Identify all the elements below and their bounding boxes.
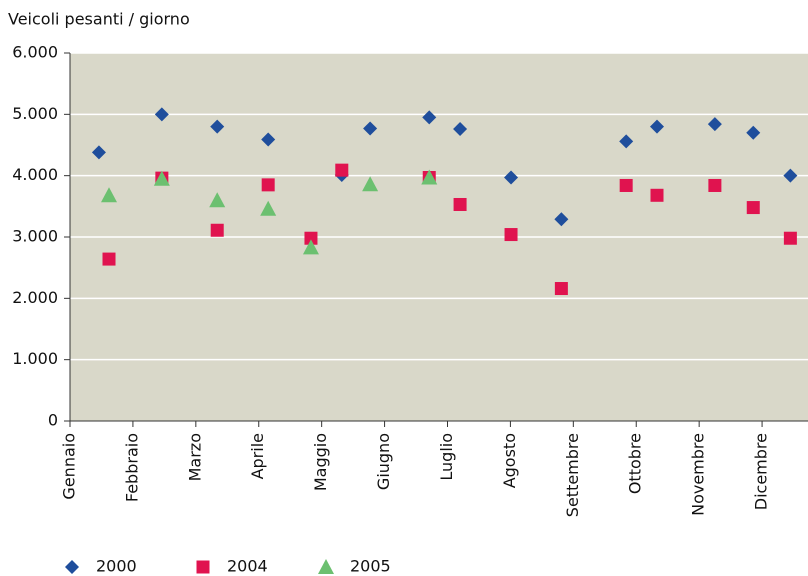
marker <box>421 169 438 185</box>
x-tick-label: Giugno <box>374 433 393 490</box>
x-tick-label: Aprile <box>248 433 267 479</box>
marker <box>619 134 634 149</box>
y-tick-label: 2.000 <box>12 288 58 307</box>
marker <box>91 145 106 160</box>
marker <box>746 201 760 215</box>
marker <box>453 122 468 137</box>
y-tick-label: 1.000 <box>12 349 58 368</box>
marker <box>504 170 519 185</box>
marker <box>554 212 569 227</box>
marker <box>453 197 467 211</box>
legend-label: 2005 <box>350 557 391 576</box>
marker <box>422 110 437 125</box>
marker <box>261 132 276 147</box>
marker <box>102 252 116 266</box>
legend-marker <box>65 560 79 574</box>
y-tick-label: 3.000 <box>12 227 58 246</box>
x-tick-label: Ottobre <box>626 433 645 494</box>
x-tick-label: Gennaio <box>60 433 79 500</box>
x-tick-label: Febbraio <box>122 433 141 502</box>
marker <box>554 282 568 296</box>
marker <box>261 178 275 192</box>
legend-marker <box>318 559 334 574</box>
marker <box>101 187 118 203</box>
marker <box>650 119 665 134</box>
marker <box>260 200 277 216</box>
marker <box>153 170 170 186</box>
y-axis-label: Veicoli pesanti / giorno <box>8 10 190 29</box>
marker <box>335 163 349 177</box>
marker <box>746 125 761 140</box>
legend-marker <box>196 560 210 574</box>
marker <box>504 228 518 242</box>
marker <box>210 223 224 237</box>
legend-label: 2000 <box>96 557 137 576</box>
x-tick-label: Dicembre <box>752 433 771 510</box>
y-tick-label: 0 <box>48 411 58 430</box>
x-tick-label: Agosto <box>500 433 519 488</box>
marker <box>783 168 798 183</box>
legend-label: 2004 <box>227 557 268 576</box>
x-tick-label: Maggio <box>311 433 330 491</box>
marker <box>304 231 318 245</box>
y-tick-label: 6.000 <box>12 43 58 62</box>
marker <box>154 107 169 122</box>
marker <box>707 117 722 132</box>
marker <box>362 176 379 192</box>
marker <box>209 192 226 208</box>
x-tick-label: Marzo <box>185 433 204 481</box>
marker <box>363 121 378 136</box>
marker <box>619 178 633 192</box>
x-tick-label: Luglio <box>437 433 456 481</box>
y-tick-label: 5.000 <box>12 104 58 123</box>
marker <box>650 188 664 202</box>
y-tick-label: 4.000 <box>12 165 58 184</box>
marker <box>783 231 797 245</box>
x-tick-label: Novembre <box>689 433 708 516</box>
x-tick-label: Settembre <box>563 433 582 517</box>
marker <box>302 239 319 255</box>
marker <box>210 119 225 134</box>
marker <box>708 178 722 192</box>
